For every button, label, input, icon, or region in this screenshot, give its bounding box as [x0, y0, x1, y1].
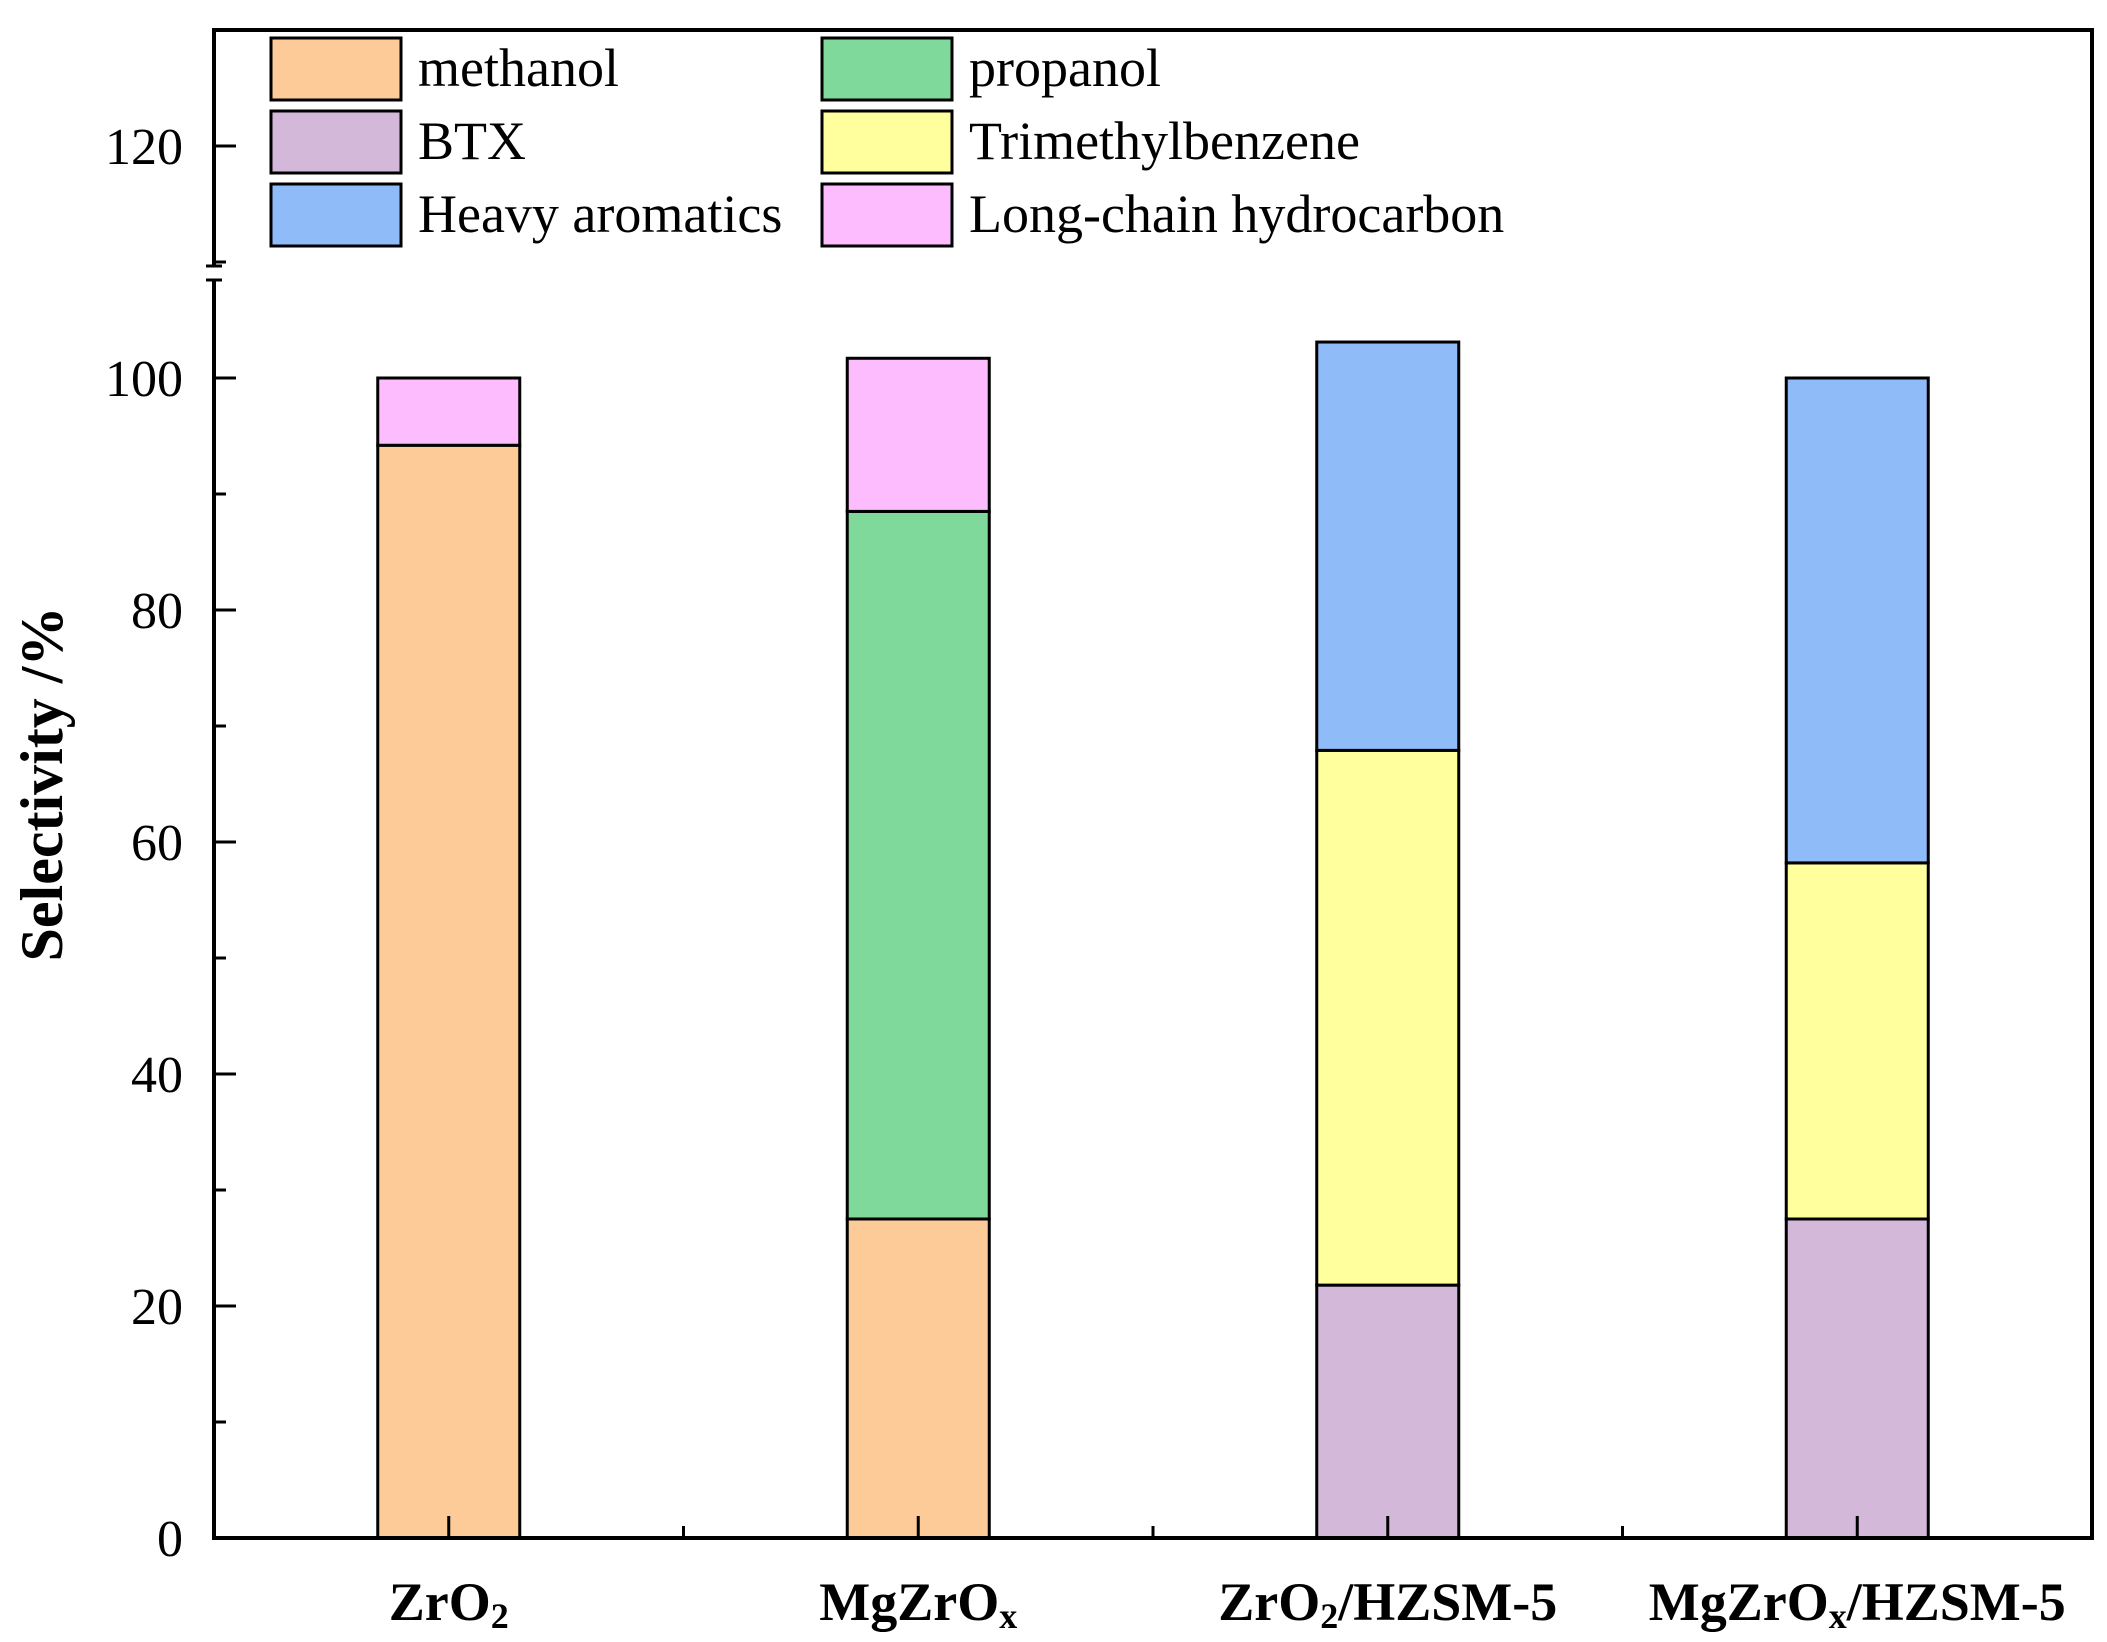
x-tick-label-main: ZrO: [1218, 1572, 1320, 1632]
bar-segment-propanol: [845, 509, 991, 1221]
bar-segment-trimethylbenzene: [1315, 748, 1461, 1287]
x-tick-label-suffix: /HZSM-5: [1337, 1572, 1557, 1632]
legend: methanol propanol BTX Trimethylbenzene Heavy…: [269, 36, 1504, 248]
axis-break: [206, 266, 222, 280]
x-tick-label: MgZrOx: [819, 1572, 1017, 1636]
bar-segment-btx: [1784, 1217, 1930, 1540]
legend-label-heavy-aromatics: Heavy aromatics: [418, 184, 782, 244]
bar-segment-long-chain-hydrocarbon: [376, 376, 522, 447]
x-tick-label: ZrO2: [389, 1572, 509, 1636]
x-tick-label-subscript: x: [1829, 1596, 1847, 1636]
bar-segment-long-chain-hydrocarbon: [845, 356, 991, 513]
y-tick-label: 60: [131, 815, 183, 872]
y-tick-label: 80: [131, 583, 183, 640]
x-tick-label-subscript: 2: [491, 1596, 509, 1636]
x-tick-label-main: MgZrO: [819, 1572, 999, 1632]
x-tick-label: MgZrOx/HZSM-5: [1649, 1572, 2066, 1636]
y-tick-label: 40: [131, 1047, 183, 1104]
x-tick-label-main: MgZrO: [1649, 1572, 1829, 1632]
y-tick-label: 20: [131, 1279, 183, 1336]
x-tick-label-subscript: x: [999, 1596, 1017, 1636]
y-axis-title: Selectivity /%: [9, 607, 75, 962]
x-tick-labels: ZrO2 MgZrOx ZrO2/HZSM-5 MgZrOx/HZSM-5: [389, 1516, 2066, 1636]
bars: [376, 340, 1930, 1540]
bar-segment-methanol: [845, 1217, 991, 1540]
y-tick-label: 120: [105, 119, 183, 176]
legend-label-trimethylbenzene: Trimethylbenzene: [969, 111, 1360, 171]
legend-swatch-trimethylbenzene: [820, 109, 954, 175]
bar-segment-heavy-aromatics: [1315, 340, 1461, 752]
legend-swatch-heavy-aromatics: [269, 182, 403, 248]
legend-swatch-btx: [269, 109, 403, 175]
x-tick-label-main: ZrO: [389, 1572, 491, 1632]
legend-label-methanol: methanol: [418, 38, 619, 98]
legend-label-btx: BTX: [418, 111, 526, 171]
x-tick-label-suffix: /HZSM-5: [1846, 1572, 2066, 1632]
y-tick-label: 100: [105, 351, 183, 408]
bar-segment-btx: [1315, 1283, 1461, 1540]
bar-segment-heavy-aromatics: [1784, 376, 1930, 865]
bar-segment-methanol: [376, 443, 522, 1540]
legend-label-long-chain-hydrocarbon: Long-chain hydrocarbon: [969, 184, 1504, 244]
x-tick-label: ZrO2/HZSM-5: [1218, 1572, 1557, 1636]
y-ticks: 0 20 40 60 80 100 120: [105, 28, 236, 1568]
legend-swatch-propanol: [820, 36, 954, 102]
y-tick-label: 0: [157, 1511, 183, 1568]
legend-swatch-methanol: [269, 36, 403, 102]
legend-label-propanol: propanol: [969, 38, 1161, 98]
bar-segment-trimethylbenzene: [1784, 861, 1930, 1221]
legend-swatch-long-chain-hydrocarbon: [820, 182, 954, 248]
x-tick-label-subscript: 2: [1320, 1596, 1338, 1636]
